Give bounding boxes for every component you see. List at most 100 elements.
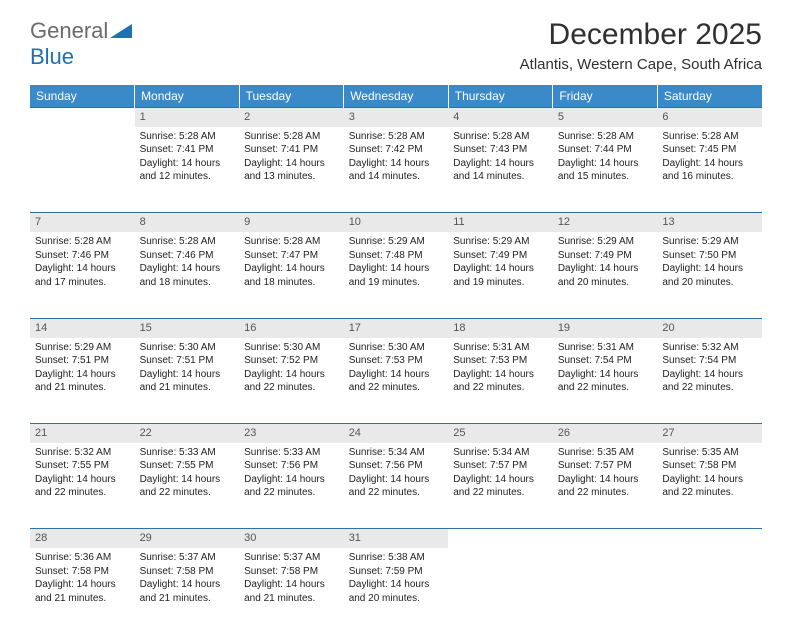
day-header: Saturday [657, 85, 762, 108]
day-header-row: Sunday Monday Tuesday Wednesday Thursday… [30, 85, 762, 108]
cell-line: Sunrise: 5:28 AM [140, 235, 235, 249]
cell-line: Sunrise: 5:34 AM [349, 446, 444, 460]
cell-line: and 20 minutes. [662, 276, 757, 290]
cell-line: and 21 minutes. [244, 592, 339, 606]
day-cell: Sunrise: 5:30 AMSunset: 7:51 PMDaylight:… [135, 338, 240, 424]
day-cell: Sunrise: 5:28 AMSunset: 7:44 PMDaylight:… [553, 127, 658, 213]
cell-line: Sunrise: 5:28 AM [244, 130, 339, 144]
day-cell: Sunrise: 5:28 AMSunset: 7:47 PMDaylight:… [239, 232, 344, 318]
cell-line: Sunset: 7:42 PM [349, 143, 444, 157]
cell-line: Sunset: 7:55 PM [35, 459, 130, 473]
day-number [657, 529, 762, 548]
day-number: 2 [239, 108, 344, 127]
cell-line: Sunset: 7:51 PM [140, 354, 235, 368]
day-number: 30 [239, 529, 344, 548]
day-number: 3 [344, 108, 449, 127]
cell-line: Sunset: 7:54 PM [662, 354, 757, 368]
day-number: 7 [30, 213, 135, 232]
cell-line: Sunrise: 5:37 AM [140, 551, 235, 565]
cell-line: Daylight: 14 hours [453, 473, 548, 487]
cell-line: Sunrise: 5:29 AM [349, 235, 444, 249]
cell-line: Sunset: 7:41 PM [140, 143, 235, 157]
cell-line: Sunrise: 5:28 AM [140, 130, 235, 144]
cell-line: and 19 minutes. [349, 276, 444, 290]
cell-line: Daylight: 14 hours [244, 368, 339, 382]
brand-part1: General [30, 18, 108, 43]
cell-line: Daylight: 14 hours [140, 578, 235, 592]
day-number: 18 [448, 318, 553, 337]
cell-line: Sunset: 7:52 PM [244, 354, 339, 368]
day-header: Monday [135, 85, 240, 108]
cell-line: Daylight: 14 hours [244, 157, 339, 171]
day-cell: Sunrise: 5:28 AMSunset: 7:41 PMDaylight:… [135, 127, 240, 213]
cell-line: Sunset: 7:58 PM [662, 459, 757, 473]
cell-line: Sunset: 7:46 PM [35, 249, 130, 263]
day-number [448, 529, 553, 548]
cell-line: and 14 minutes. [349, 170, 444, 184]
cell-line: Daylight: 14 hours [662, 473, 757, 487]
logo-triangle-icon [110, 24, 132, 38]
cell-line: Daylight: 14 hours [558, 157, 653, 171]
daynum-row: 28293031 [30, 529, 762, 548]
cell-line: and 22 minutes. [558, 381, 653, 395]
cell-line: and 22 minutes. [558, 486, 653, 500]
day-number: 21 [30, 424, 135, 443]
cell-line: and 19 minutes. [453, 276, 548, 290]
day-cell: Sunrise: 5:30 AMSunset: 7:52 PMDaylight:… [239, 338, 344, 424]
day-cell: Sunrise: 5:31 AMSunset: 7:54 PMDaylight:… [553, 338, 658, 424]
cell-line: Sunrise: 5:32 AM [35, 446, 130, 460]
cell-line: Sunset: 7:56 PM [244, 459, 339, 473]
cell-line: and 22 minutes. [453, 381, 548, 395]
cell-line: Sunset: 7:47 PM [244, 249, 339, 263]
cell-line: Daylight: 14 hours [558, 473, 653, 487]
day-cell: Sunrise: 5:33 AMSunset: 7:55 PMDaylight:… [135, 443, 240, 529]
day-number: 17 [344, 318, 449, 337]
cell-line: Daylight: 14 hours [35, 368, 130, 382]
day-number: 27 [657, 424, 762, 443]
cell-line: Sunrise: 5:31 AM [453, 341, 548, 355]
header: General Blue December 2025 Atlantis, Wes… [0, 0, 792, 77]
cell-line: Sunrise: 5:34 AM [453, 446, 548, 460]
content-row: Sunrise: 5:28 AM Sunset: 7:46 PM Daylight:… [30, 232, 762, 318]
day-header: Wednesday [344, 85, 449, 108]
cell-line: Sunrise: 5:35 AM [662, 446, 757, 460]
day-cell: Sunrise: 5:34 AMSunset: 7:57 PMDaylight:… [448, 443, 553, 529]
cell-line: Daylight: 14 hours [349, 157, 444, 171]
cell-line: Daylight: 14 hours [140, 473, 235, 487]
daynum-row: 123456 [30, 108, 762, 127]
day-cell: Sunrise: 5:36 AMSunset: 7:58 PMDaylight:… [30, 548, 135, 634]
cell-line: Sunrise: 5:35 AM [558, 446, 653, 460]
daynum-row: 78910111213 [30, 213, 762, 232]
day-cell: Sunrise: 5:34 AMSunset: 7:56 PMDaylight:… [344, 443, 449, 529]
day-cell [553, 548, 658, 634]
day-cell: Sunrise: 5:29 AMSunset: 7:49 PMDaylight:… [448, 232, 553, 318]
cell-line: Daylight: 14 hours [558, 368, 653, 382]
cell-line: Sunrise: 5:28 AM [349, 130, 444, 144]
day-number: 8 [135, 213, 240, 232]
cell-line: and 21 minutes. [35, 381, 130, 395]
cell-line: Sunrise: 5:29 AM [453, 235, 548, 249]
cell-line: Sunrise: 5:30 AM [349, 341, 444, 355]
day-cell: Sunrise: 5:35 AMSunset: 7:57 PMDaylight:… [553, 443, 658, 529]
day-number: 25 [448, 424, 553, 443]
cell-line: Daylight: 14 hours [244, 578, 339, 592]
cell-line: and 22 minutes. [244, 486, 339, 500]
cell-line: Daylight: 14 hours [349, 368, 444, 382]
cell-line: Daylight: 14 hours [140, 262, 235, 276]
day-number: 9 [239, 213, 344, 232]
cell-line: Sunrise: 5:37 AM [244, 551, 339, 565]
day-number: 10 [344, 213, 449, 232]
cell-line: Sunrise: 5:33 AM [244, 446, 339, 460]
cell-line: Daylight: 14 hours [453, 262, 548, 276]
cell-line: Sunset: 7:44 PM [558, 143, 653, 157]
cell-line: Daylight: 14 hours [662, 262, 757, 276]
day-number: 6 [657, 108, 762, 127]
day-number: 24 [344, 424, 449, 443]
cell-line: Daylight: 14 hours [35, 473, 130, 487]
cell-line: Sunrise: 5:38 AM [349, 551, 444, 565]
content-row: Sunrise: 5:36 AMSunset: 7:58 PMDaylight:… [30, 548, 762, 634]
day-number: 19 [553, 318, 658, 337]
brand-logo: General Blue [30, 18, 132, 70]
content-row: Sunrise: 5:29 AMSunset: 7:51 PMDaylight:… [30, 338, 762, 424]
day-cell: Sunrise: 5:31 AMSunset: 7:53 PMDaylight:… [448, 338, 553, 424]
